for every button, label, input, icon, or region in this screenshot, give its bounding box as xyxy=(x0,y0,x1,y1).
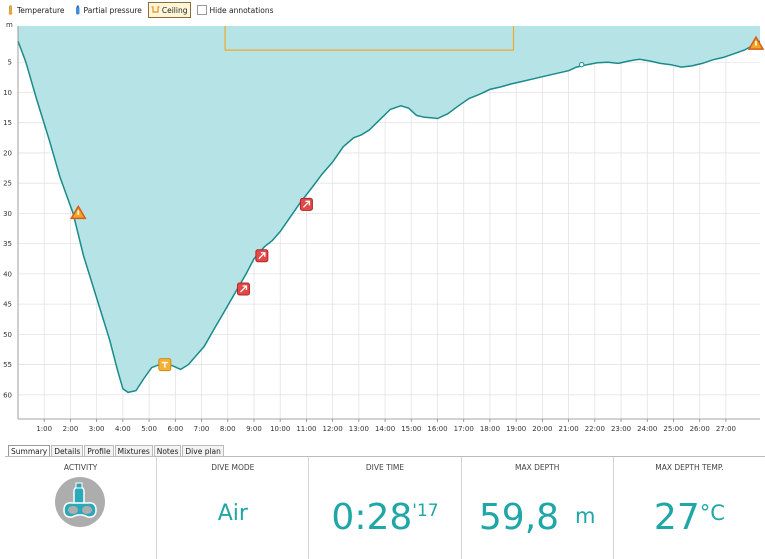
detail-tabs: Summary Details Profile Mixtures Notes D… xyxy=(8,445,225,457)
y-tick-label: 20 xyxy=(3,149,12,157)
bookmark-icon-mark xyxy=(161,361,168,368)
x-tick-label: 19:00 xyxy=(506,425,526,433)
x-tick-label: 14:00 xyxy=(375,425,395,433)
x-tick-label: 3:00 xyxy=(89,425,105,433)
max-depth-unit: m xyxy=(575,504,596,528)
ceiling-icon xyxy=(151,5,160,15)
toolbar: Temperature Partial pressure Ceiling Hid… xyxy=(0,0,765,20)
x-tick-label: 27:00 xyxy=(716,425,736,433)
y-tick-label: 15 xyxy=(3,119,12,127)
x-tick-label: 18:00 xyxy=(480,425,500,433)
x-tick-label: 6:00 xyxy=(167,425,183,433)
y-tick-label: 5 xyxy=(8,59,12,67)
y-tick-label: 45 xyxy=(3,301,12,309)
y-axis-ticks: 5 10 15 20 25 30 35 40 45 50 55 60 xyxy=(3,59,12,400)
x-tick-label: 20:00 xyxy=(532,425,552,433)
warning-icon-mark xyxy=(755,41,757,46)
x-tick-label: 9:00 xyxy=(246,425,262,433)
y-tick-label: 60 xyxy=(3,391,12,399)
y-tick-label: 55 xyxy=(3,361,12,369)
x-tick-label: 5:00 xyxy=(141,425,157,433)
thermometer-icon xyxy=(6,5,15,15)
ceiling-line xyxy=(224,26,515,51)
x-tick-label: 21:00 xyxy=(559,425,579,433)
x-tick-label: 25:00 xyxy=(663,425,683,433)
warning-icon-mark xyxy=(77,210,80,215)
event-icon-mark xyxy=(258,252,266,260)
event-icon-mark xyxy=(302,200,311,208)
x-tick-label: 23:00 xyxy=(611,425,631,433)
x-tick-label: 1:00 xyxy=(36,425,52,433)
dive-mode-value: Air xyxy=(217,501,248,526)
temperature-toggle[interactable]: Temperature xyxy=(4,3,67,17)
y-tick-label: 50 xyxy=(3,331,12,339)
dive-time-main: 0:28 xyxy=(331,497,413,538)
partial-pressure-toggle[interactable]: Partial pressure xyxy=(71,3,144,17)
ceiling-toggle[interactable]: Ceiling xyxy=(147,2,191,18)
ceiling-label: Ceiling xyxy=(161,5,188,15)
x-tick-label: 11:00 xyxy=(296,425,316,433)
y-tick-label: 30 xyxy=(3,210,12,218)
x-tick-label: 2:00 xyxy=(63,425,79,433)
diver-tank-mask-icon xyxy=(55,477,105,527)
hide-annotations-toggle[interactable]: Hide annotations xyxy=(195,3,276,17)
x-tick-label: 10:00 xyxy=(270,425,290,433)
tab-details[interactable]: Details xyxy=(51,445,84,457)
depth-area xyxy=(18,26,760,393)
dive-mode-title: DIVE MODE xyxy=(211,463,255,472)
temperature-label: Temperature xyxy=(17,5,65,15)
x-tick-label: 26:00 xyxy=(690,425,710,433)
dive-time-seconds: '17 xyxy=(412,501,439,521)
tab-profile[interactable]: Profile xyxy=(84,445,114,457)
x-tick-label: 8:00 xyxy=(220,425,236,433)
x-tick-label: 4:00 xyxy=(115,425,131,433)
x-tick-label: 13:00 xyxy=(349,425,369,433)
max-depth-temp-cell: MAX DEPTH TEMP. 27°C xyxy=(614,457,765,559)
max-depth-temp-unit: °C xyxy=(699,501,725,525)
dive-time-title: DIVE TIME xyxy=(365,463,405,472)
profile-point[interactable] xyxy=(579,61,585,68)
activity-cell: ACTIVITY xyxy=(5,457,158,559)
x-tick-label: 15:00 xyxy=(401,425,421,433)
summary-panel: ACTIVITY DIVE MODE Air DIVE TIME 0:28'17… xyxy=(5,456,765,559)
chart-annotations xyxy=(69,35,765,372)
dive-profile-chart[interactable]: 5 10 15 20 25 30 35 40 45 50 55 60 1:00 2:00 3:00 4:00… xyxy=(0,26,765,442)
x-tick-label: 24:00 xyxy=(637,425,657,433)
x-tick-label: 22:00 xyxy=(585,425,605,433)
max-depth-temp-title: MAX DEPTH TEMP. xyxy=(655,463,724,472)
depth-profile-line xyxy=(17,40,761,394)
y-tick-label: 25 xyxy=(3,180,12,188)
partial-pressure-label: Partial pressure xyxy=(83,5,142,15)
y-axis-unit: m xyxy=(6,21,13,29)
tab-mixtures[interactable]: Mixtures xyxy=(114,445,153,457)
max-depth-value: 59,8 m xyxy=(462,497,613,538)
max-depth-number: 59,8 xyxy=(478,497,560,538)
x-tick-label: 12:00 xyxy=(323,425,343,433)
tab-dive-plan[interactable]: Dive plan xyxy=(182,445,224,457)
tab-notes[interactable]: Notes xyxy=(153,445,182,457)
y-tick-label: 35 xyxy=(3,240,12,248)
y-tick-label: 40 xyxy=(3,270,12,278)
x-tick-label: 17:00 xyxy=(454,425,474,433)
event-icon-mark xyxy=(240,285,248,293)
dive-mode-cell: DIVE MODE Air xyxy=(157,457,310,559)
activity-title: ACTIVITY xyxy=(63,463,98,472)
x-axis-ticks: 1:00 2:00 3:00 4:00 5:00 6:00 7:00 8:00 9:00 10:0… xyxy=(36,419,736,433)
dive-time-cell: DIVE TIME 0:28'17 xyxy=(309,457,462,559)
x-tick-label: 16:00 xyxy=(427,425,447,433)
max-depth-temp-value: 27°C xyxy=(614,497,765,538)
hide-annotations-checkbox[interactable] xyxy=(196,5,207,15)
hide-annotations-label: Hide annotations xyxy=(209,5,274,15)
y-tick-label: 10 xyxy=(3,89,12,97)
x-tick-label: 7:00 xyxy=(194,425,210,433)
max-depth-temp-number: 27 xyxy=(653,497,700,538)
max-depth-cell: MAX DEPTH 59,8 m xyxy=(462,457,614,559)
dive-time-value: 0:28'17 xyxy=(309,497,460,538)
tab-summary[interactable]: Summary xyxy=(8,445,51,457)
max-depth-title: MAX DEPTH xyxy=(515,463,560,472)
gas-bottle-icon xyxy=(73,5,82,15)
